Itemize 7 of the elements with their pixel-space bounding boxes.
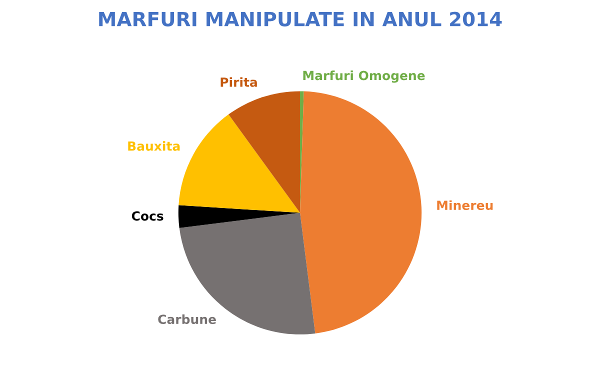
slice-label: Pirita bbox=[220, 77, 257, 87]
slice-label: Minereu bbox=[437, 200, 493, 210]
slice-label: Carbune bbox=[158, 314, 216, 324]
slice-label: Cocs bbox=[132, 211, 164, 221]
chart-title: MARFURI MANIPULATE IN ANUL 2014 bbox=[99, 12, 502, 26]
slice-label: Bauxita bbox=[128, 141, 180, 151]
slice-label: Marfuri Omogene bbox=[303, 70, 425, 83]
